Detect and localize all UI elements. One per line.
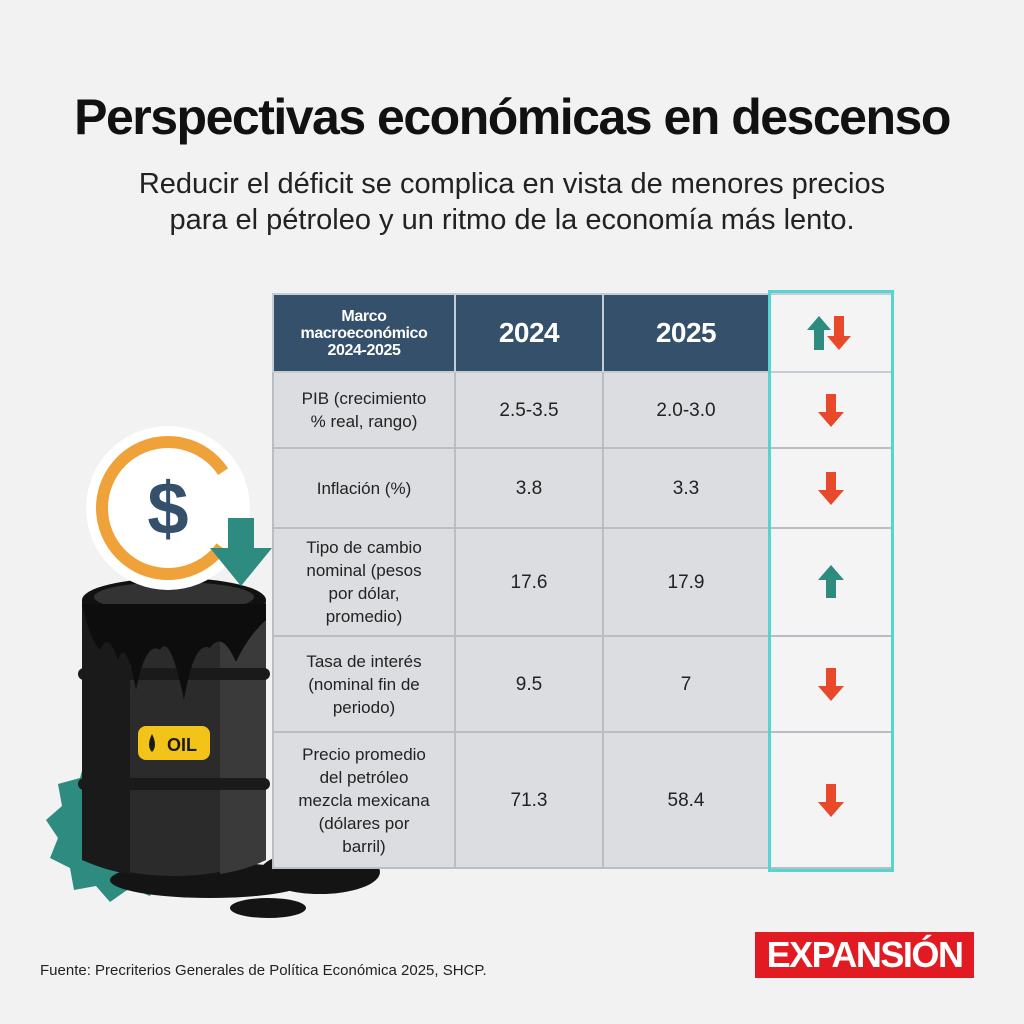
table-row: PIB (crecimiento % real, rango) 2.5-3.5 … [272, 371, 894, 449]
row-label-line: periodo) [332, 697, 396, 717]
page-title: Perspectivas económicas en descenso [74, 89, 951, 145]
header-label-line: Marco [341, 307, 387, 325]
oil-barrel-icon: OIL [78, 578, 270, 876]
trend-cell [768, 527, 894, 637]
row-label-line: (nominal fin de [308, 674, 420, 694]
row-label-line: Tipo de cambio [306, 538, 422, 557]
trend-cell [768, 447, 894, 529]
up-down-arrows-icon [776, 313, 886, 353]
value-2024-cell: 9.5 [454, 635, 604, 733]
down-arrow-icon [210, 518, 272, 586]
header-label-line: 2024-2025 [327, 341, 401, 359]
oil-drop-icon [149, 734, 155, 752]
table-row: Tipo de cambio nominal (pesos por dólar,… [272, 527, 894, 637]
row-label-cell: Tipo de cambio nominal (pesos por dólar,… [272, 527, 456, 637]
value-2025-cell: 2.0-3.0 [602, 371, 770, 449]
down-arrow-icon [776, 391, 886, 429]
row-label-line: del petróleo [319, 767, 409, 787]
barrel-label: OIL [167, 735, 197, 755]
brand-logo: EXPANSIÓN [755, 932, 974, 978]
table-row: Tasa de interés (nominal fin de periodo)… [272, 635, 894, 733]
row-label-line: (dólares por [318, 813, 410, 833]
row-label-cell: Tasa de interés (nominal fin de periodo) [272, 635, 456, 733]
header-cell-trend [768, 293, 894, 373]
row-label-line: Precio promedio [302, 744, 426, 764]
page-subtitle: Reducir el déficit se complica en vista … [0, 166, 1024, 238]
value-2025-cell: 3.3 [602, 447, 770, 529]
value-2024-cell: 17.6 [454, 527, 604, 637]
trend-cell [768, 731, 894, 869]
row-label-line: nominal (pesos [306, 561, 422, 580]
value-2024-cell: 71.3 [454, 731, 604, 869]
macro-table: Marco macroeconómico 2024-2025 2024 2025 [272, 293, 894, 869]
table-row: Precio promedio del petróleo mezcla mexi… [272, 731, 894, 869]
header-cell-label: Marco macroeconómico 2024-2025 [272, 293, 456, 373]
row-label-line: promedio) [325, 607, 403, 626]
up-arrow-icon [776, 563, 886, 601]
header-cell-2025: 2025 [602, 293, 770, 373]
value-2025-cell: 17.9 [602, 527, 770, 637]
table-row: Inflación (%) 3.8 3.3 [272, 447, 894, 529]
row-label-cell: Inflación (%) [272, 447, 456, 529]
row-label-cell: PIB (crecimiento % real, rango) [272, 371, 456, 449]
trend-cell [768, 635, 894, 733]
coin-symbol: $ [147, 467, 188, 550]
row-label-line: mezcla mexicana [298, 790, 430, 810]
subtitle-line: para el pétroleo y un ritmo de la econom… [169, 204, 855, 236]
row-label-line: por dólar, [328, 584, 400, 603]
row-label-line: Inflación (%) [316, 478, 412, 498]
row-label-line: % real, rango) [310, 412, 418, 431]
row-label-line: Tasa de interés [306, 651, 422, 671]
row-label-line: barril) [342, 836, 386, 856]
value-2025-cell: 58.4 [602, 731, 770, 869]
down-arrow-icon [776, 665, 886, 703]
trend-cell [768, 371, 894, 449]
header-label-line: macroeconómico [300, 324, 428, 342]
subtitle-line: Reducir el déficit se complica en vista … [138, 168, 886, 200]
value-2024-cell: 2.5-3.5 [454, 371, 604, 449]
down-arrow-icon [776, 781, 886, 819]
source-note: Fuente: Precriterios Generales de Políti… [40, 962, 487, 979]
down-arrow-icon [776, 469, 886, 507]
header-cell-2024: 2024 [454, 293, 604, 373]
table-header-row: Marco macroeconómico 2024-2025 2024 2025 [272, 293, 894, 373]
value-2025-cell: 7 [602, 635, 770, 733]
row-label-line: PIB (crecimiento [301, 389, 427, 408]
row-label-cell: Precio promedio del petróleo mezcla mexi… [272, 731, 456, 869]
value-2024-cell: 3.8 [454, 447, 604, 529]
